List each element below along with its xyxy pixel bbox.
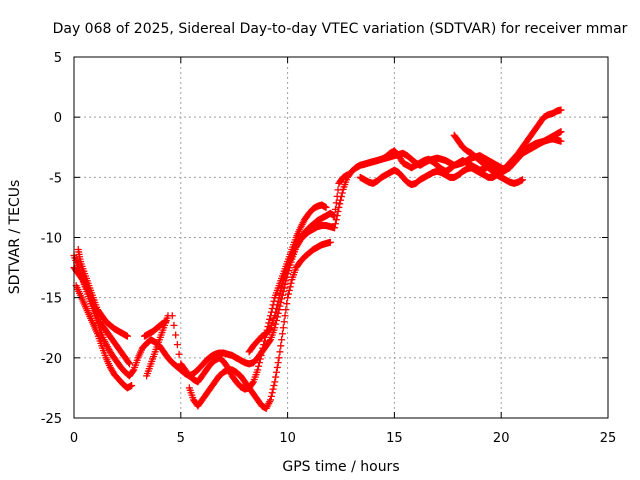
data-point [283,300,291,308]
axis-ticks: 0 5 10 15 20 25 5 0 -5 -10 -15 -20 -25 [41,51,617,446]
data-point [275,354,283,362]
y-tick-label: -5 [49,171,62,186]
data-point [286,283,294,291]
data-point [285,286,293,294]
data-point [332,216,340,224]
data-point [267,392,275,400]
data-point [331,212,339,220]
data-point [255,359,263,367]
data-point [249,379,257,387]
data-point [270,382,278,390]
data-point [273,301,281,309]
data-point [269,385,277,393]
data-point [284,294,292,302]
data-point [337,196,345,204]
y-tick-label: -25 [41,412,62,427]
x-axis-label: GPS time / hours [282,459,399,475]
data-point [272,304,280,312]
y-axis-label: SDTVAR / TECUs [7,180,23,295]
data-point [257,351,265,359]
data-point [278,279,286,287]
data-point [125,359,133,367]
data-point [258,348,266,356]
data-point [322,203,330,211]
data-point [557,128,565,136]
x-tick-label: 20 [493,431,510,446]
data-point [280,318,288,326]
data-point [275,294,283,302]
data-point [326,238,334,246]
data-point [284,290,292,298]
y-tick-label: -15 [41,292,62,307]
grid [74,57,608,418]
data-point [519,176,527,184]
y-tick-label: 5 [54,51,62,66]
data-point [287,279,295,287]
data-point [123,332,131,340]
data-point [343,171,351,179]
data-point [331,224,339,232]
data-point [276,290,284,298]
data-point [278,336,286,344]
data-point [336,200,344,208]
data-point [261,337,269,345]
data-point [173,341,181,349]
data-point [282,306,290,314]
data-point [331,205,339,213]
data-point [260,341,268,349]
data-point [272,373,280,381]
data-point [254,366,262,374]
data-point [266,325,274,333]
y-tick-label: 0 [54,111,62,126]
data-point [259,344,267,352]
data-point [277,342,285,350]
data-point [255,362,263,370]
data-point [281,312,289,320]
data-point [162,318,170,326]
data-points [70,106,565,412]
data-point [274,359,282,367]
series-track-d [74,131,527,356]
data-point [129,367,137,375]
data-point [268,389,276,397]
data-point [272,368,280,376]
data-point [332,199,340,207]
data-point [334,186,342,194]
x-tick-label: 25 [600,431,617,446]
data-point [170,321,178,329]
data-point [175,350,183,358]
data-point [277,286,285,294]
data-point [126,360,134,368]
data-point [557,137,565,145]
data-point [273,363,281,371]
data-point [278,330,286,338]
data-point [333,192,341,200]
data-point [557,106,565,114]
y-tick-label: -10 [41,232,62,247]
x-tick-label: 10 [279,431,296,446]
data-point [271,378,279,386]
data-point [266,315,274,323]
data-point [128,382,136,390]
data-point [172,331,180,339]
series-track-b [72,135,565,412]
chart-title: Day 068 of 2025, Sidereal Day-to-day VTE… [53,21,628,37]
x-tick-label: 0 [70,431,78,446]
data-point [274,297,282,305]
data-point [272,308,280,316]
data-point [278,283,286,291]
data-point [271,312,279,320]
data-point [256,355,264,363]
data-point [279,324,287,332]
data-point [338,189,346,197]
data-point [272,320,280,328]
data-point [276,348,284,356]
y-tick-label: -20 [41,352,62,367]
x-tick-label: 15 [386,431,403,446]
data-point [267,396,275,404]
data-point [168,312,176,320]
x-tick-label: 5 [177,431,185,446]
data-point [331,220,339,228]
